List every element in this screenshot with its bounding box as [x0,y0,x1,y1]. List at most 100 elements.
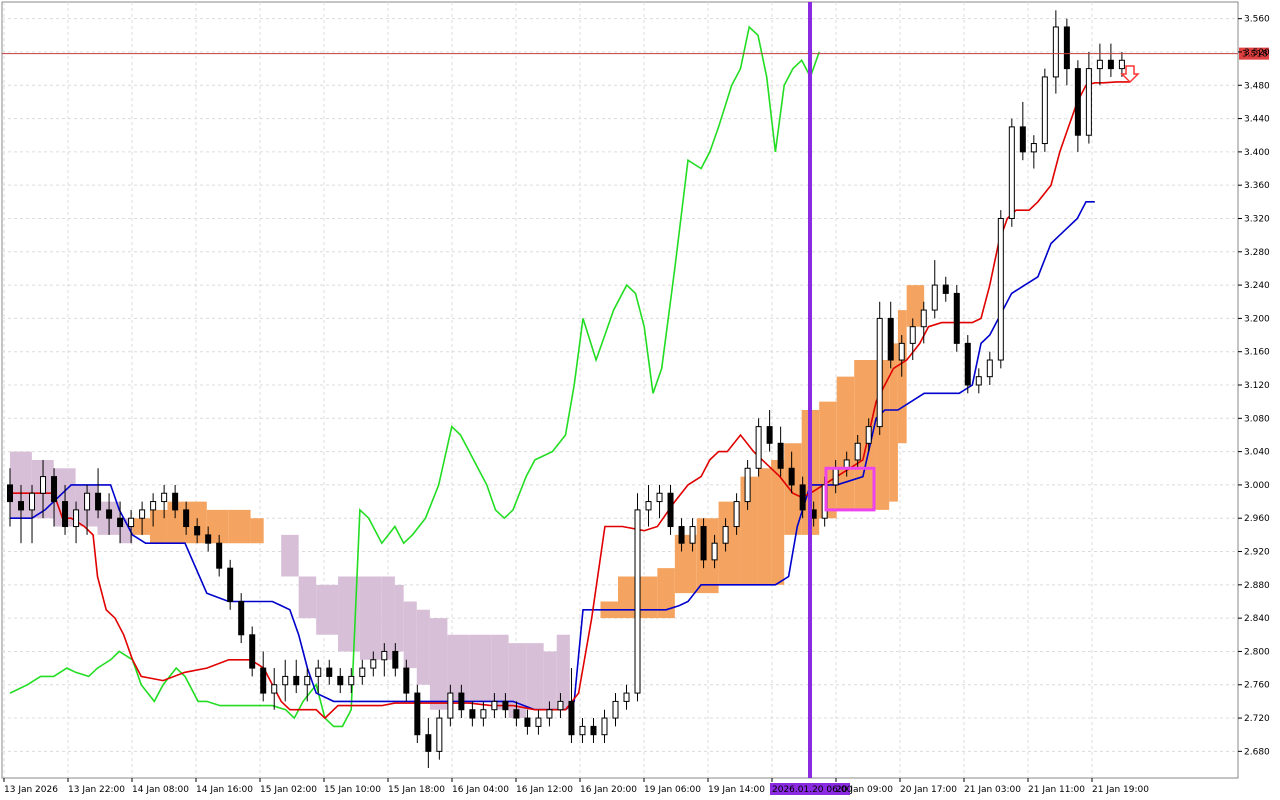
candle-body-10 [117,517,124,528]
candle-body-23 [260,667,267,694]
x-tick-label-11: 19 Jan 14:00 [708,785,765,795]
candle-body-32 [359,667,366,677]
candle-body-35 [392,650,399,669]
cloud-segment-27 [508,643,527,719]
current-price-label: 3.518 [1242,50,1268,60]
candle-body-20 [227,567,234,602]
x-tick-label-highlight: 2026.01.20 06:00 [772,785,853,795]
y-tick-label-13: 3.040 [1244,448,1270,458]
y-tick-label-6: 3.320 [1244,214,1270,224]
candle-body-26 [293,675,300,686]
cloud-segment-21 [403,601,417,669]
cloud-segment-43 [784,443,802,535]
candle-body-51 [568,700,575,736]
cloud-segment-41 [757,468,772,585]
candle-body-92 [1019,126,1026,153]
y-tick-label-5: 3.360 [1244,181,1270,191]
candle-body-94 [1041,76,1048,145]
x-tick-label-0: 13 Jan 2026 [4,785,58,795]
cloud-segment-14 [281,534,299,577]
candle-body-38 [425,734,432,752]
candle-body-8 [95,492,102,511]
cloud-segment-22 [416,609,430,685]
candle-body-44 [491,700,498,711]
candle-body-77 [854,442,861,461]
x-tick-label-17: 21 Jan 19:00 [1092,785,1149,795]
y-tick-label-20: 2.760 [1244,681,1270,691]
x-tick-label-1: 13 Jan 22:00 [68,785,125,795]
candle-body-61 [678,526,685,544]
candle-body-100 [1107,59,1114,70]
candle-body-42 [469,709,476,719]
x-tick-label-9: 16 Jan 20:00 [580,785,637,795]
cloud-segment-49 [889,343,898,502]
x-tick-label-13: 20 Jan 09:00 [836,785,893,795]
candle-body-30 [337,675,344,686]
y-tick-label-9: 3.200 [1244,314,1270,324]
candle-body-90 [997,217,1004,361]
cloud-segment-29 [543,651,557,710]
cloud-segment-7 [149,509,168,544]
overlay: 3.518 [2,2,1269,778]
cloud-segment-51 [906,285,925,327]
candle-body-95 [1052,26,1059,78]
cloud-segment-12 [250,518,264,544]
x-tick-label-4: 15 Jan 02:00 [260,785,317,795]
cloud-segment-30 [556,634,570,710]
cloud-segment-24 [447,634,470,702]
candle-body-93 [1030,143,1037,153]
y-tick-label-0: 3.560 [1244,15,1270,25]
cloud-segment-15 [298,576,317,619]
y-tick-label-16: 2.920 [1244,548,1270,558]
y-tick-label-3: 3.440 [1244,115,1270,125]
candle-body-70 [777,442,784,469]
candle-body-43 [480,709,487,719]
candle-body-1 [18,501,25,511]
candle-body-98 [1085,68,1092,136]
cloud-segment-9 [184,501,207,544]
cloud-segment-40 [740,476,758,585]
candle-body-41 [458,692,465,711]
cloud-segment-46 [836,376,855,510]
candles [7,10,1125,769]
cloud-segment-28 [526,643,544,710]
cloud-segment-42 [771,459,785,585]
candle-body-86 [953,292,960,344]
candle-body-24 [271,684,278,694]
candle-body-72 [799,484,806,511]
candle-body-87 [964,342,971,386]
candle-body-6 [73,509,80,528]
candle-body-34 [381,650,388,661]
candle-body-101 [1118,59,1125,70]
candle-body-69 [766,426,773,444]
candle-body-16 [183,509,190,528]
cloud-segment-18 [359,576,382,660]
cloud-segment-6 [132,518,150,535]
candle-body-63 [700,526,707,561]
x-tick-label-15: 21 Jan 03:00 [964,785,1021,795]
candle-body-54 [601,717,608,736]
candle-body-17 [194,526,201,536]
candle-body-14 [161,492,168,503]
candle-body-66 [733,501,740,528]
candle-body-82 [909,326,916,344]
candle-body-89 [986,359,993,378]
candle-body-60 [667,492,674,528]
y-tick-label-22: 2.680 [1244,747,1270,757]
candle-body-75 [832,467,839,486]
candle-body-56 [623,692,630,702]
candle-body-85 [942,284,949,294]
cloud-segment-19 [381,576,395,660]
candle-body-84 [931,284,938,311]
y-tick-label-18: 2.840 [1244,614,1270,624]
candle-body-0 [7,484,13,503]
candle-body-65 [722,526,729,544]
y-tick-label-8: 3.240 [1244,281,1270,291]
cloud-segment-50 [897,310,907,444]
x-tick-label-2: 14 Jan 08:00 [132,785,189,795]
candle-body-58 [645,501,652,511]
candle-body-57 [634,509,641,694]
candle-body-83 [920,309,927,328]
cloud-segment-26 [491,634,509,710]
